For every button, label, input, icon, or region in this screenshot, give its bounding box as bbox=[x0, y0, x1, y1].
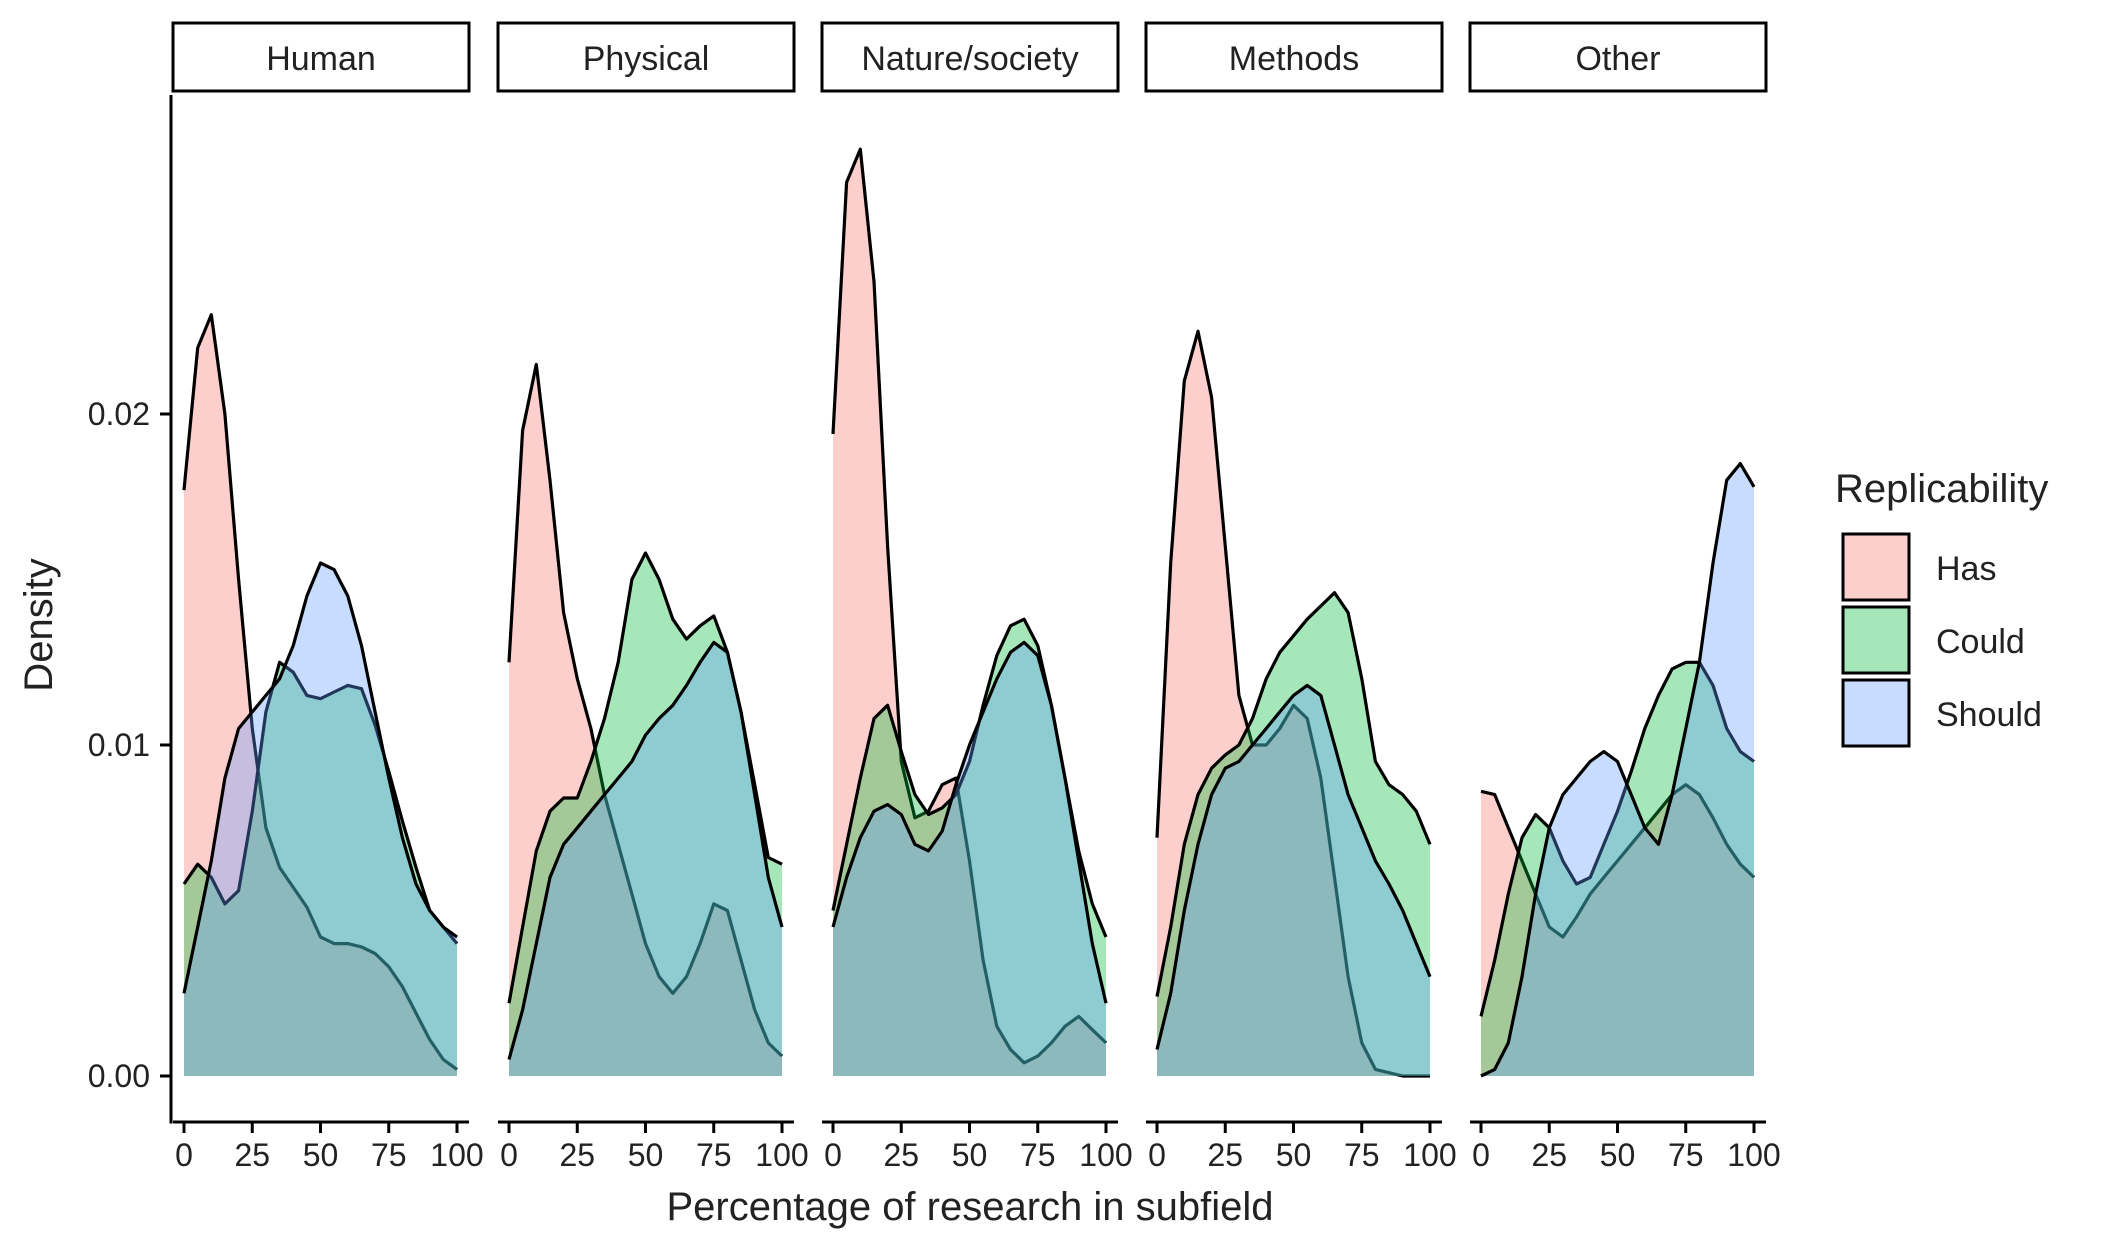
y-tick-label: 0.00 bbox=[88, 1058, 150, 1094]
density-area-has bbox=[509, 364, 782, 1076]
x-tick-label: 50 bbox=[1276, 1137, 1312, 1173]
x-tick-label: 75 bbox=[1668, 1137, 1704, 1173]
density-area-could bbox=[509, 553, 782, 1076]
density-area-has bbox=[184, 314, 457, 1076]
x-tick-label: 100 bbox=[755, 1137, 808, 1173]
x-tick-label: 25 bbox=[234, 1137, 270, 1173]
panel-strip bbox=[820, 21, 1120, 93]
x-tick-label: 50 bbox=[303, 1137, 339, 1173]
density-line-should bbox=[1155, 683, 1432, 1050]
legend-entry-has: Has bbox=[1841, 532, 1996, 602]
x-tick-label: 75 bbox=[696, 1137, 732, 1173]
x-tick-label: 100 bbox=[430, 1137, 483, 1173]
density-area-could bbox=[833, 619, 1106, 1076]
density-line-should bbox=[1480, 462, 1756, 1078]
legend-key bbox=[1841, 678, 1911, 748]
density-line-has bbox=[1480, 783, 1756, 939]
legend-key-background bbox=[1843, 534, 1909, 600]
x-tick-label: 50 bbox=[628, 1137, 664, 1173]
x-tick-label: 100 bbox=[1727, 1137, 1780, 1173]
density-line-should bbox=[831, 640, 1108, 1004]
legend: Replicability Has Could Should bbox=[1835, 467, 2048, 748]
x-tick-label: 75 bbox=[1020, 1137, 1056, 1173]
panel-other: Other 0 25 50 75 100 bbox=[1468, 21, 1781, 1173]
panel-nature-society: Nature/society 0 25 50 75 100 bbox=[820, 21, 1133, 1173]
density-line-could bbox=[182, 660, 459, 945]
panel-strip bbox=[496, 21, 796, 93]
panel-physical: Physical 0 25 50 75 100 bbox=[496, 21, 809, 1173]
density-area-should bbox=[184, 563, 457, 1076]
density-line-has bbox=[182, 313, 458, 1071]
panel-strip-label: Nature/society bbox=[861, 40, 1078, 78]
panel-strip-label: Methods bbox=[1229, 40, 1359, 78]
density-line-could bbox=[1479, 660, 1755, 1017]
density-area-has bbox=[1481, 784, 1754, 1076]
y-axis: 0.00 0.01 0.02 bbox=[88, 95, 173, 1124]
x-tick-label: 75 bbox=[371, 1137, 407, 1173]
x-tick-label: 25 bbox=[1207, 1137, 1243, 1173]
x-tick-label: 0 bbox=[175, 1137, 193, 1173]
x-tick-label: 100 bbox=[1403, 1137, 1456, 1173]
density-line-could bbox=[1155, 591, 1432, 997]
panel-strip-label: Physical bbox=[583, 40, 710, 78]
panel-strip bbox=[1144, 21, 1444, 93]
density-area-could bbox=[1157, 592, 1430, 1076]
x-tick-label: 75 bbox=[1344, 1137, 1380, 1173]
legend-label: Has bbox=[1936, 550, 1996, 588]
panel-strip-label: Other bbox=[1575, 40, 1660, 78]
density-area-should bbox=[1157, 685, 1430, 1076]
legend-label: Should bbox=[1936, 696, 2042, 734]
x-tick-label: 25 bbox=[883, 1137, 919, 1173]
x-axis-label: Percentage of research in subfield bbox=[666, 1185, 1273, 1229]
panel-methods: Methods 0 25 50 75 100 bbox=[1144, 21, 1457, 1173]
legend-entry-should: Should bbox=[1841, 678, 2042, 748]
legend-title: Replicability bbox=[1835, 467, 2048, 511]
panel-strip bbox=[171, 21, 471, 93]
density-line-should bbox=[507, 640, 784, 1060]
density-line-has bbox=[1155, 329, 1430, 1078]
legend-key-background bbox=[1843, 607, 1909, 673]
panel-strip bbox=[1468, 21, 1768, 93]
panel-human: Human 0 25 50 75 100 bbox=[171, 21, 484, 1173]
density-line-has bbox=[507, 362, 784, 1058]
legend-entry-could: Could bbox=[1841, 605, 2025, 675]
density-area-could bbox=[184, 662, 457, 1076]
x-tick-label: 50 bbox=[1600, 1137, 1636, 1173]
density-area-could bbox=[1481, 662, 1754, 1076]
legend-key bbox=[1841, 532, 1911, 602]
x-tick-label: 50 bbox=[952, 1137, 988, 1173]
x-tick-label: 0 bbox=[1148, 1137, 1166, 1173]
x-tick-label: 25 bbox=[559, 1137, 595, 1173]
legend-label: Could bbox=[1936, 623, 2025, 661]
legend-key-background bbox=[1843, 680, 1909, 746]
panel-strip-label: Human bbox=[266, 40, 376, 78]
density-line-has bbox=[831, 147, 1108, 1065]
y-axis-label: Density bbox=[17, 558, 61, 691]
x-tick-label: 25 bbox=[1531, 1137, 1567, 1173]
y-tick-label: 0.01 bbox=[88, 727, 150, 763]
density-area-has bbox=[1157, 331, 1430, 1076]
x-tick-label: 0 bbox=[1472, 1137, 1490, 1173]
x-tick-label: 0 bbox=[824, 1137, 842, 1173]
density-area-should bbox=[509, 642, 782, 1076]
y-tick-label: 0.02 bbox=[88, 396, 150, 432]
density-area-should bbox=[833, 642, 1106, 1076]
x-tick-label: 0 bbox=[500, 1137, 518, 1173]
density-line-should bbox=[182, 561, 458, 994]
density-area-should bbox=[1481, 463, 1754, 1077]
density-area-has bbox=[833, 149, 1106, 1076]
legend-key bbox=[1841, 605, 1911, 675]
x-tick-label: 100 bbox=[1079, 1137, 1132, 1173]
